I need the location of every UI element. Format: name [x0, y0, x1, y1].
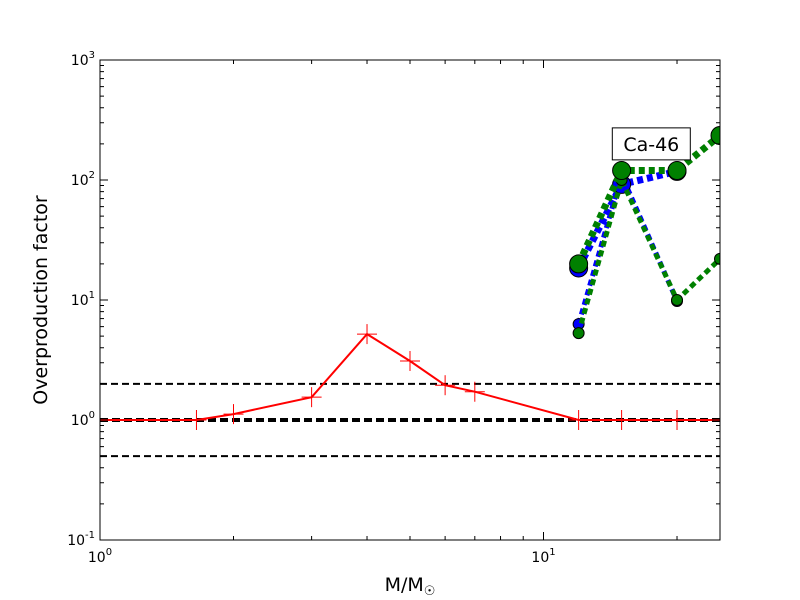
x-axis-title-subscript: ☉ — [424, 584, 436, 599]
series-4 — [572, 172, 720, 340]
x-axis-title: M/M☉ — [385, 574, 436, 599]
series-1-point-9 — [568, 410, 589, 430]
series-5-point-3 — [667, 160, 687, 180]
series-1-point-8 — [464, 381, 485, 402]
series-1-point-2 — [186, 410, 207, 430]
annotation-box — [611, 127, 691, 161]
series-5-line — [575, 132, 720, 266]
series-1-point-10 — [611, 410, 632, 430]
plot-area — [100, 125, 720, 458]
series-5 — [569, 125, 720, 274]
series-1-point-6 — [400, 351, 420, 372]
series-2-line — [576, 167, 680, 325]
y-axis-title: Overproduction factor — [30, 195, 52, 405]
series-1-point-5 — [357, 324, 378, 345]
series-1-point-11 — [667, 410, 688, 430]
series-1-point-3 — [223, 404, 244, 425]
x-tick-label: 101 — [531, 547, 555, 566]
x-tick-label: 100 — [88, 547, 112, 566]
y-tick-label: 102 — [71, 170, 95, 189]
x-axis-title-main: M/M — [385, 574, 424, 596]
y-tick-label: 10-1 — [67, 530, 95, 549]
series-5-point-2 — [612, 160, 632, 180]
series-4-point-4 — [714, 252, 720, 265]
series-1-line — [100, 332, 720, 421]
series-4-line — [576, 172, 720, 334]
y-tick-label: 101 — [71, 290, 95, 309]
series-4-point-3 — [671, 294, 684, 306]
series-5-point-4 — [710, 125, 720, 145]
annotation-label: Ca-46 — [623, 134, 679, 156]
series-5-point-1 — [569, 254, 589, 274]
series-1-point-7 — [435, 375, 456, 396]
series-1 — [100, 324, 720, 430]
series-1-point-4 — [301, 387, 322, 408]
annotation-layer: Ca-46 — [611, 127, 691, 161]
y-tick-label: 103 — [71, 50, 95, 69]
y-tick-label: 100 — [71, 410, 95, 429]
series-4-point-1 — [572, 327, 585, 340]
